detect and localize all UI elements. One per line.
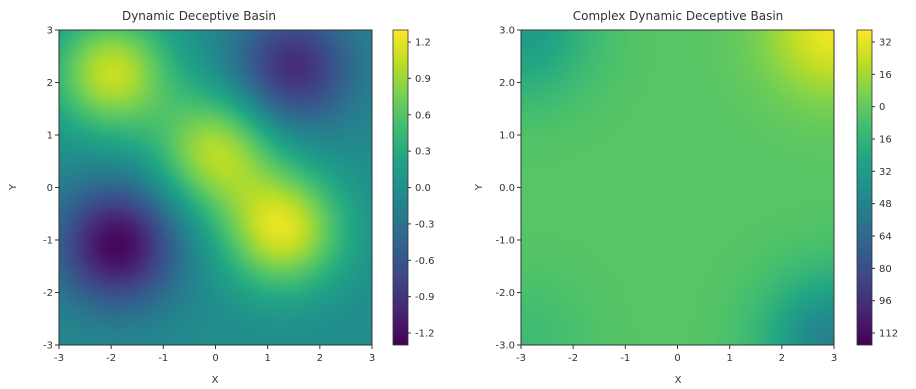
- left-x-tick-label: 0: [212, 353, 218, 364]
- left-x-tick-label: -2: [106, 353, 116, 364]
- left-colorbar-ticks: 1.2 0.9 0.6 0.3 0.0 -0.3 -0.6 -0.9 -1.2: [408, 38, 435, 340]
- left-chart: Dynamic Deceptive Basin -3 -2 -1 0 1 2 3 3210-…: [8, 9, 435, 386]
- right-x-tick-label: -3: [516, 353, 526, 364]
- right-y-axis-label: Y: [474, 183, 485, 191]
- right-colorbar-tick-label: 32: [879, 38, 892, 49]
- left-colorbar-tick-label: 1.2: [415, 38, 431, 49]
- right-colorbar: [857, 30, 872, 345]
- left-colorbar: [393, 30, 408, 345]
- left-x-axis-label: X: [212, 375, 219, 386]
- left-colorbar-tick-label: -1.2: [415, 329, 435, 340]
- right-y-tick-label: -3.0: [495, 341, 515, 352]
- right-x-axis-label: X: [675, 375, 682, 386]
- right-x-tick-label: 0: [674, 353, 680, 364]
- left-chart-title: Dynamic Deceptive Basin: [122, 9, 276, 23]
- left-y-tick-label: -3: [43, 341, 53, 352]
- right-colorbar-frame: [856, 29, 873, 346]
- right-y-tick-label: 1.0: [499, 131, 515, 142]
- left-x-tick-label: -1: [158, 353, 168, 364]
- left-colorbar-tick-label: -0.9: [415, 292, 435, 303]
- right-x-tick-label: 2: [779, 353, 785, 364]
- left-y-tick-label: 3: [47, 26, 53, 37]
- right-colorbar-tick-label: 16: [879, 70, 892, 81]
- right-colorbar-tick-label: 16: [879, 135, 892, 146]
- left-y-axis-label: Y: [8, 183, 19, 191]
- right-y-tick-label: 2.0: [499, 78, 515, 89]
- left-x-tick-label: 3: [369, 353, 375, 364]
- left-heatmap-surface: [59, 30, 372, 345]
- right-chart: Complex Dynamic Deceptive Basin -3 -2 -1 0 1…: [474, 9, 898, 386]
- left-y-tick-label: 0: [47, 183, 53, 194]
- left-colorbar-tick-label: 0.6: [415, 110, 431, 121]
- right-x-tick-label: -1: [620, 353, 630, 364]
- right-colorbar-tick-label: 80: [879, 264, 892, 275]
- right-x-tick-label: 1: [726, 353, 732, 364]
- right-y-tick-label: 0.0: [499, 183, 515, 194]
- right-x-tick-label: 3: [831, 353, 837, 364]
- right-colorbar-tick-label: 64: [879, 232, 892, 243]
- left-y-tick-label: -2: [43, 288, 53, 299]
- left-y-tick-label: -1: [43, 236, 53, 247]
- left-y-tick-label: 1: [47, 131, 53, 142]
- right-colorbar-tick-label: 0: [879, 102, 885, 113]
- right-y-tick-label: -1.0: [495, 236, 515, 247]
- right-heatmap-surface: [521, 30, 834, 345]
- right-x-tick-label: -2: [568, 353, 578, 364]
- right-y-tick-label: 3.0: [499, 26, 515, 37]
- left-colorbar-tick-label: -0.6: [415, 256, 435, 267]
- left-colorbar-tick-label: 0.3: [415, 147, 431, 158]
- right-colorbar-tick-label: 48: [879, 199, 892, 210]
- right-x-ticks: -3 -2 -1 0 1 2 3: [516, 345, 837, 364]
- right-colorbar-ticks: 32 16 0 16 32 48 64 80 96 112: [872, 38, 898, 340]
- left-x-tick-label: 2: [317, 353, 323, 364]
- right-chart-title: Complex Dynamic Deceptive Basin: [573, 9, 784, 23]
- left-colorbar-tick-label: 0.0: [415, 183, 431, 194]
- left-colorbar-tick-label: -0.3: [415, 219, 435, 230]
- right-colorbar-tick-label: 96: [879, 296, 892, 307]
- left-x-tick-label: 1: [264, 353, 270, 364]
- left-x-ticks: -3 -2 -1 0 1 2 3: [54, 345, 375, 364]
- right-y-ticks: 3.0 2.0 1.0 0.0 -1.0 -2.0 -3.0: [495, 26, 521, 352]
- left-y-tick-label: 2: [47, 78, 53, 89]
- left-x-tick-label: -3: [54, 353, 64, 364]
- right-colorbar-tick-label: 112: [879, 329, 898, 340]
- right-y-tick-label: -2.0: [495, 288, 515, 299]
- right-colorbar-tick-label: 32: [879, 167, 892, 178]
- left-y-ticks: 3 2 1 0 -1 -2 -3: [43, 26, 59, 352]
- left-colorbar-tick-label: 0.9: [415, 74, 431, 85]
